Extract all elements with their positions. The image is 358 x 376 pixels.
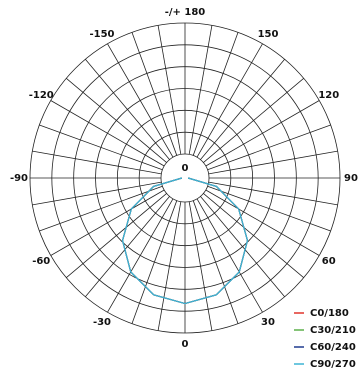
grid-spoke [107, 198, 174, 313]
grid-spoke [188, 201, 213, 331]
polar-grid [29, 22, 341, 334]
grid-spoke [196, 43, 263, 158]
series-line [121, 177, 249, 305]
angle-tick-label: -150 [89, 29, 114, 40]
angle-tick-label: -90 [10, 173, 28, 184]
legend-label: C60/240 [310, 342, 356, 353]
grid-ring [160, 153, 210, 203]
angle-tick-label: -60 [32, 256, 50, 267]
angle-tick-label: -30 [93, 317, 111, 328]
angle-tick-label: 30 [261, 317, 275, 328]
grid-spoke [200, 196, 285, 297]
grid-spoke [39, 185, 163, 232]
grid-spoke [131, 32, 178, 156]
angle-tick-label: 60 [322, 256, 336, 267]
grid-spoke [203, 193, 304, 278]
legend-label: C90/270 [310, 359, 356, 370]
grid-spoke [157, 25, 182, 155]
grid-spoke [66, 193, 167, 278]
grid-spoke [196, 198, 263, 313]
grid-spoke [205, 189, 320, 256]
angle-tick-label: 150 [258, 29, 279, 40]
grid-spoke [32, 150, 162, 175]
grid-spoke [85, 59, 170, 160]
grid-spoke [208, 181, 338, 206]
angle-tick-label: -120 [29, 90, 54, 101]
grid-spoke [39, 124, 163, 171]
grid-spoke [203, 78, 304, 163]
angle-tick-label: 120 [318, 90, 339, 101]
plot-area [121, 177, 249, 305]
grid-spoke [32, 181, 162, 206]
grid-spoke [192, 200, 239, 324]
legend-label: C0/180 [310, 308, 349, 319]
grid-spoke [50, 100, 165, 167]
grid-spoke [188, 25, 213, 155]
grid-spoke [131, 200, 178, 324]
grid-spoke [66, 78, 167, 163]
grid-spoke [207, 185, 331, 232]
origin-label: 0 [182, 163, 189, 174]
grid-spoke [207, 124, 331, 171]
grid-spoke [157, 201, 182, 331]
angle-tick-label: 0 [182, 339, 189, 350]
grid-spoke [85, 196, 170, 297]
grid-spoke [205, 100, 320, 167]
grid-spoke [107, 43, 174, 158]
legend-label: C30/210 [310, 325, 356, 336]
grid-spoke [50, 189, 165, 256]
grid-spoke [192, 32, 239, 156]
grid-spoke [208, 150, 338, 175]
angle-tick-label: -/+ 180 [165, 7, 206, 18]
grid-spoke [200, 59, 285, 160]
angle-tick-label: 90 [344, 173, 358, 184]
